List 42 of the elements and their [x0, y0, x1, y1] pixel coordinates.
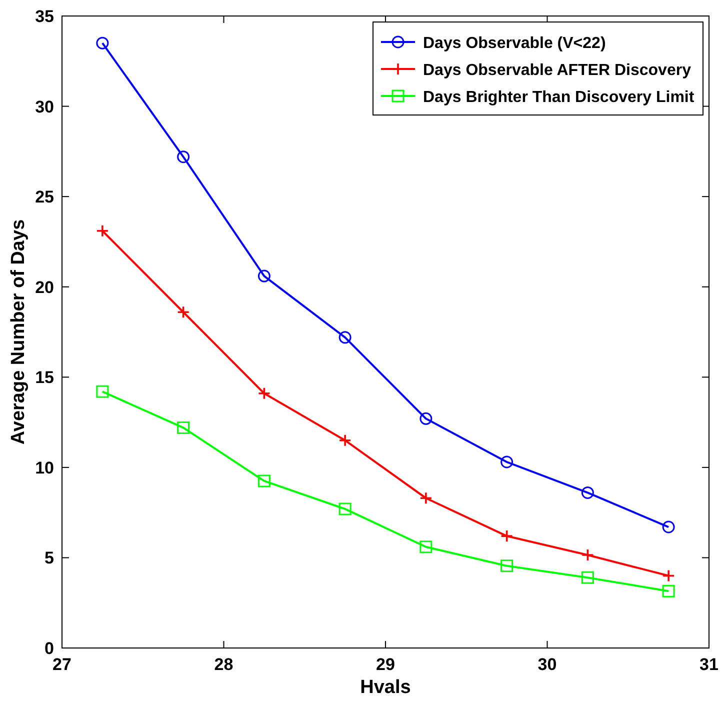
- point: [581, 486, 594, 499]
- point: [96, 36, 109, 50]
- y-tick-label: 30: [35, 97, 54, 116]
- point: [581, 548, 594, 562]
- y-tick-label: 25: [35, 188, 54, 207]
- y-tick-label: 35: [35, 7, 54, 26]
- point: [420, 540, 432, 554]
- legend-label: Days Observable AFTER Discovery: [423, 62, 692, 79]
- point: [420, 412, 432, 425]
- point: [500, 456, 514, 468]
- point: [420, 492, 432, 505]
- point: [338, 502, 352, 516]
- point: [662, 584, 675, 598]
- point: [338, 331, 352, 344]
- y-tick-label: 20: [35, 278, 54, 297]
- y-tick-label: 0: [44, 639, 54, 658]
- x-tick-label: 27: [52, 655, 72, 674]
- point: [258, 270, 270, 282]
- point: [176, 306, 190, 319]
- point: [177, 421, 190, 434]
- point: [258, 474, 270, 488]
- point: [177, 150, 190, 164]
- x-tick-label: 30: [538, 655, 557, 674]
- point: [662, 569, 675, 582]
- point: [96, 385, 109, 398]
- legend-label: Days Observable (V<22): [423, 35, 606, 52]
- y-tick-label: 5: [44, 548, 54, 568]
- x-axis-title: Hvals: [360, 677, 411, 698]
- point: [500, 530, 514, 542]
- point: [500, 560, 514, 572]
- y-axis-title: Average Number of Days: [8, 219, 29, 445]
- x-tick-label: 29: [376, 655, 395, 674]
- point: [96, 224, 109, 238]
- y-tick-label: 15: [35, 368, 54, 388]
- x-tick-label: 28: [214, 655, 234, 674]
- legend-label: Days Brighter Than Discovery Limit: [423, 89, 695, 106]
- point: [581, 571, 594, 584]
- x-tick-label: 31: [700, 655, 718, 674]
- point: [258, 386, 271, 400]
- point: [338, 434, 352, 447]
- y-tick-label: 10: [35, 458, 54, 478]
- point: [662, 520, 675, 534]
